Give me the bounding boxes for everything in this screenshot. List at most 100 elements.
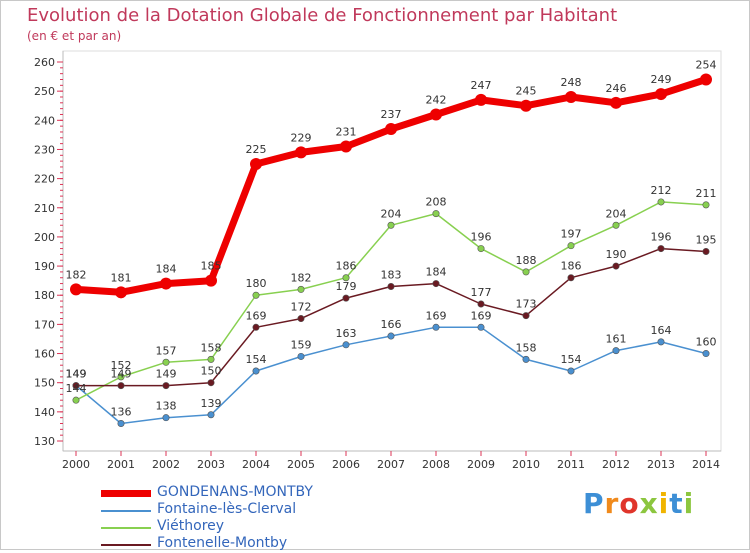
data-labels-layer: 149 136 138 139 154 159 163 166 169 169 158 154 161 1… <box>66 58 717 418</box>
series-3-data-label: 208 <box>426 196 447 209</box>
series-4-point <box>162 382 170 390</box>
series-4-data-label: 149 <box>156 368 177 381</box>
y-tick-label: 180 <box>34 289 55 302</box>
series-3-data-label: 188 <box>516 254 537 267</box>
proxiti-logo: Proxiti <box>583 487 694 520</box>
legend-swatch <box>101 544 151 546</box>
x-tick-label: 2003 <box>197 458 225 471</box>
series-2-point <box>522 355 530 363</box>
series-3-data-label: 212 <box>651 184 672 197</box>
series-2-point <box>207 411 215 419</box>
x-tick-label: 2010 <box>512 458 540 471</box>
series-1-data-label: 247 <box>471 79 492 92</box>
series-3-point <box>207 355 215 363</box>
series-4-data-label: 172 <box>291 301 312 314</box>
series-2-point <box>342 341 350 349</box>
series-2-data-label: 164 <box>651 324 672 337</box>
series-4-point <box>207 379 215 387</box>
series-3-data-label: 158 <box>201 341 222 354</box>
x-tick-label: 2008 <box>422 458 450 471</box>
series-1-point <box>295 146 307 159</box>
x-tick-label: 2012 <box>602 458 630 471</box>
series-4-data-label: 196 <box>651 231 672 244</box>
series-4-point <box>297 315 305 323</box>
series-2-data-label: 169 <box>471 309 492 322</box>
series-1-point <box>250 158 262 171</box>
logo-letter: t <box>669 487 684 520</box>
y-tick-label: 250 <box>34 85 55 98</box>
series-4-data-label: 179 <box>336 280 357 293</box>
series-4-data-label: 184 <box>426 266 447 279</box>
series-2-point <box>162 414 170 422</box>
legend-swatch <box>101 510 151 512</box>
series-4-point <box>432 280 440 288</box>
series-4-data-label: 173 <box>516 298 537 311</box>
x-tick-label: 2009 <box>467 458 495 471</box>
series-3-point <box>477 245 485 253</box>
chart-axes: 130 140 150 160 170 180 190 200 210 220 230 240 250 2… <box>34 50 722 471</box>
series-2-data-label: 136 <box>111 406 132 419</box>
series-3-point <box>657 198 665 206</box>
series-2-point <box>657 338 665 346</box>
x-tick-label: 2000 <box>62 458 90 471</box>
logo-letter: r <box>604 487 620 520</box>
series-4-data-label: 183 <box>381 268 402 281</box>
series-2-data-label: 149 <box>66 368 87 381</box>
series-3-point <box>342 274 350 282</box>
series-3-point <box>117 373 125 381</box>
series-1-data-label: 237 <box>381 108 402 121</box>
logo-letter: P <box>583 487 605 520</box>
series-4-data-label: 190 <box>606 248 627 261</box>
y-tick-label: 260 <box>34 56 55 69</box>
series-3-data-label: 211 <box>696 187 717 200</box>
series-4-point <box>657 245 665 253</box>
series-1-data-label: 225 <box>246 143 267 156</box>
y-tick-label: 140 <box>34 406 55 419</box>
x-tick-label: 2007 <box>377 458 405 471</box>
y-tick-label: 190 <box>34 260 55 273</box>
y-tick-label: 170 <box>34 318 55 331</box>
series-2-point <box>477 323 485 331</box>
chart-subtitle: (en € et par an) <box>27 29 122 43</box>
series-1-point <box>115 286 127 299</box>
series-2-data-label: 160 <box>696 336 717 349</box>
x-tick-label: 2006 <box>332 458 360 471</box>
series-1-point <box>430 108 442 121</box>
y-tick-label: 130 <box>34 435 55 448</box>
series-2-data-label: 161 <box>606 333 627 346</box>
y-tick-label: 200 <box>34 231 55 244</box>
series-2-point <box>612 347 620 355</box>
series-1-point <box>160 277 172 290</box>
legend-swatch <box>101 527 151 529</box>
legend-label: Fontaine-lès-Clerval <box>157 501 297 517</box>
series-2-data-label: 159 <box>291 338 312 351</box>
legend-swatch <box>101 490 151 497</box>
series-1-data-label: 231 <box>336 126 357 139</box>
series-4-data-label: 149 <box>66 368 87 381</box>
series-2-data-label: 139 <box>201 397 222 410</box>
series-3-point <box>162 358 170 366</box>
series-3-data-label: 186 <box>336 260 357 273</box>
chart-title: Evolution de la Dotation Globale de Fonc… <box>27 5 618 26</box>
x-tick-label: 2004 <box>242 458 270 471</box>
y-tick-label: 220 <box>34 173 55 186</box>
series-1-data-label: 254 <box>696 58 717 71</box>
series-3-data-label: 204 <box>381 207 402 220</box>
series-1-data-label: 184 <box>156 263 177 276</box>
series-4-point <box>117 382 125 390</box>
series-4-point <box>252 323 260 331</box>
series-1-point <box>205 274 217 287</box>
y-tick-label: 150 <box>34 377 55 390</box>
series-3-point <box>567 242 575 250</box>
series-3-point <box>702 201 710 209</box>
series-2-point <box>387 332 395 340</box>
series-1-data-label: 242 <box>426 93 447 106</box>
series-2-point <box>297 352 305 360</box>
series-1-point <box>565 90 577 103</box>
series-3-data-label: 197 <box>561 228 582 241</box>
series-3-data-label: 144 <box>66 382 87 395</box>
series-1-data-label: 182 <box>66 268 87 281</box>
series-2-data-label: 166 <box>381 318 402 331</box>
series-1-data-label: 248 <box>561 76 582 89</box>
